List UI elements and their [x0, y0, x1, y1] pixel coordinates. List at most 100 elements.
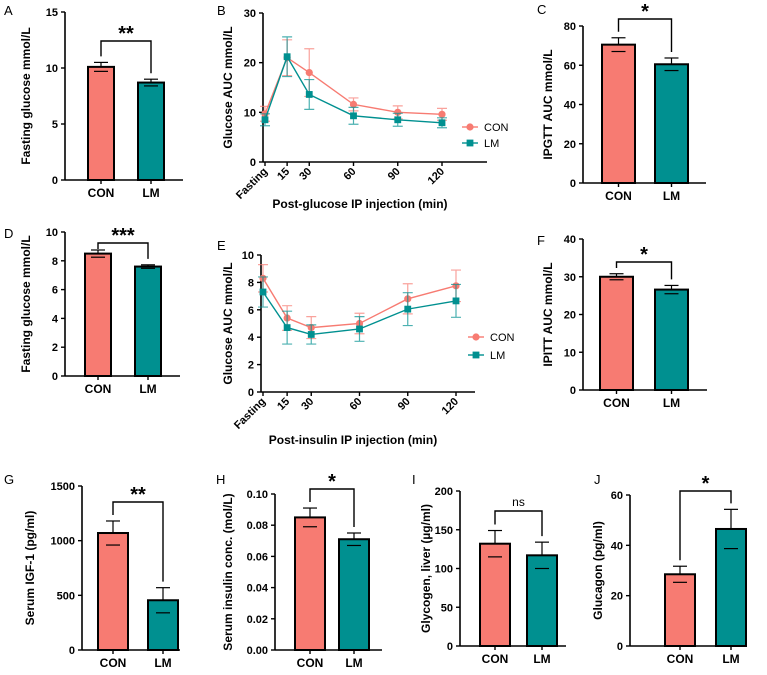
y-tick-label: 60 [611, 490, 623, 502]
data-point [356, 325, 363, 333]
x-tick-label: CON [605, 189, 632, 203]
y-tick-label: 0 [69, 645, 75, 657]
y-tick-label: 80 [564, 21, 576, 33]
bar-CON [479, 542, 511, 648]
x-tick-label: 90 [386, 166, 403, 183]
panel-H: H 0.00 0.02 0.04 0.06 0.08 0.10 Serum insulin c… [216, 471, 382, 670]
bar-CON [87, 65, 115, 181]
bar-CON [294, 516, 326, 652]
legend-item-LM: LM [462, 138, 499, 150]
panel-label: H [216, 472, 225, 487]
bar-CON [97, 532, 129, 651]
legend-label: CON [484, 122, 509, 134]
x-tick-label: 60 [347, 396, 364, 413]
significance-label: ** [130, 484, 146, 506]
y-tick-label: 1500 [51, 481, 75, 493]
y-tick-label: 20 [611, 591, 623, 603]
y-tick-label: 0 [52, 371, 58, 383]
x-axis-label: Post-insulin IP injection (min) [269, 433, 437, 447]
y-tick-label: 0.00 [247, 645, 268, 657]
x-tick-label: LM [663, 189, 680, 203]
y-axis-label: Glucose AUC mmol/L [221, 262, 235, 384]
x-tick-label: CON [603, 396, 630, 410]
bar-LM [715, 527, 747, 647]
data-point [349, 100, 358, 108]
bar-LM [654, 63, 689, 184]
y-tick-label: 10 [46, 63, 58, 75]
panel-B: B 0 10 20 30 Glucose AUC mmol/L Fasting 15 30 60 9… [217, 3, 509, 211]
panel-label: I [412, 472, 416, 487]
y-tick-label: 30 [244, 8, 256, 20]
y-tick-label: 5 [52, 119, 58, 131]
series-LM [260, 36, 447, 129]
panel-label: D [4, 226, 13, 241]
x-tick-label: CON [100, 656, 127, 670]
x-tick-label: LM [139, 382, 156, 396]
y-tick-label: 50 [441, 602, 453, 614]
panel-label: A [4, 3, 13, 18]
y-tick-label: 8 [52, 256, 58, 268]
x-tick-label: Fasting [232, 396, 268, 432]
x-tick-label: LM [345, 656, 362, 670]
y-axis-label: Fasting glucose mmol/L [19, 235, 33, 372]
significance-bracket [617, 18, 673, 52]
significance-bracket [100, 40, 152, 74]
bar-LM [338, 538, 370, 651]
y-axis-label: Glycogen, liver (µg/ml) [419, 504, 433, 633]
legend-item-CON: CON [468, 332, 515, 344]
significance-label: ** [118, 23, 134, 45]
y-tick-label: 10 [46, 227, 58, 239]
x-tick-label: 90 [396, 396, 413, 413]
bar-LM [147, 599, 179, 652]
bar-CON [599, 275, 634, 391]
y-tick-label: 20 [244, 58, 256, 70]
legend-marker [472, 351, 480, 359]
y-tick-label: 20 [564, 139, 576, 151]
data-point [438, 110, 446, 118]
x-tick-label: 120 [440, 396, 461, 417]
significance-bracket [615, 261, 673, 280]
y-tick-label: 30 [564, 272, 576, 284]
legend-marker [472, 333, 480, 341]
x-axis-label: Post-glucose IP injection (min) [272, 197, 447, 211]
data-point [350, 112, 357, 120]
panel-label: G [4, 472, 14, 487]
x-tick-label: CON [667, 652, 694, 666]
y-axis-label: Serum IGF-1 (pg/ml) [23, 511, 37, 626]
data-point [259, 288, 267, 296]
x-tick-label: Fasting [234, 166, 270, 202]
panel-D: D 0 2 4 6 8 10 Fasting glucose mmol/L CON LM *** [4, 225, 180, 396]
significance-label: * [328, 471, 336, 493]
bar-LM [526, 554, 558, 648]
panel-A: A 0 5 10 15 Fasting glucose mmol/L CON LM ** [4, 3, 183, 200]
y-tick-label: 0 [52, 175, 58, 187]
y-tick-label: 0.02 [247, 614, 268, 626]
panel-label: C [537, 2, 546, 17]
y-tick-label: 0.04 [247, 583, 269, 595]
y-tick-label: 10 [564, 347, 576, 359]
y-tick-label: 0 [250, 157, 256, 169]
panel-C: C 0 20 40 60 80 IPGTT AUC mmol/L CON LM * [537, 1, 706, 203]
significance-bracket [112, 501, 164, 582]
significance-bracket [679, 490, 732, 561]
data-point [261, 116, 269, 124]
significance-bracket [494, 510, 543, 537]
significance-label: * [641, 1, 649, 23]
y-axis-label: Glucose AUC mmol/L [221, 26, 235, 148]
y-tick-label: 4 [52, 313, 59, 325]
x-tick-label: LM [533, 652, 550, 666]
legend-label: LM [490, 350, 505, 362]
series-line [262, 291, 457, 336]
panel-G: G 0 500 1000 1500 Serum IGF-1 (pg/ml) CON LM ** [4, 472, 180, 670]
x-tick-label: LM [722, 652, 739, 666]
y-tick-label: 60 [564, 60, 576, 72]
data-point [283, 324, 291, 332]
y-tick-label: 2 [248, 360, 254, 372]
y-tick-label: 100 [435, 564, 453, 576]
y-tick-label: 10 [242, 250, 254, 262]
x-tick-label: 30 [297, 166, 314, 183]
y-tick-label: 0.08 [247, 520, 268, 532]
y-axis-label: Fasting glucose mmol/L [19, 27, 33, 164]
y-tick-label: 0 [617, 641, 623, 653]
